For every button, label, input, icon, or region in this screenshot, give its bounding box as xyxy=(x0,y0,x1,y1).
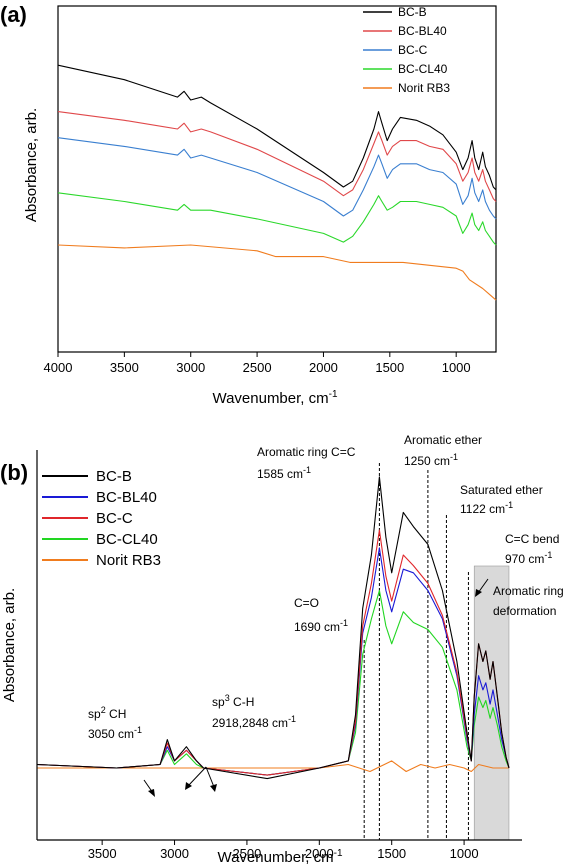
y-axis-title-b: Absorbance, arb. xyxy=(1,588,18,702)
annot-saturated-ether: Saturated ether xyxy=(460,483,543,497)
panel-b: (b) 3500 3000 2500 2000 1500 1000 Wavenumber,… xyxy=(0,433,564,866)
legend-b-label-bc-cl40: BC-CL40 xyxy=(96,531,158,548)
annot-ring-def-2: deformation xyxy=(493,604,556,618)
annot-cc-bend: C=C bend xyxy=(505,532,559,546)
legend-a: BC-B BC-BL40 BC-C BC-CL40 Norit RB3 xyxy=(363,5,450,95)
series-b-bc-b xyxy=(36,476,510,780)
legend-b-label-bc-bl40: BC-BL40 xyxy=(96,489,157,506)
legend-b-label-bc-b: BC-B xyxy=(96,468,132,485)
annot-ring-cc: Aromatic ring C=C xyxy=(257,445,356,459)
x-tick-label-b-3000: 3000 xyxy=(160,846,189,861)
arrow-sp3-2-head xyxy=(210,784,217,792)
x-axis-title-a: Wavenumber, cm-1 xyxy=(212,389,337,407)
x-tick-label-a-2000: 2000 xyxy=(309,360,338,375)
panel-b-label: (b) xyxy=(0,460,28,485)
series-b-norit-rb3 xyxy=(37,760,509,773)
x-tick-label-a-1000: 1000 xyxy=(442,360,471,375)
series-b-bc-cl40 xyxy=(36,589,510,776)
x-tick-label-a-3500: 3500 xyxy=(110,360,139,375)
legend-a-label-norit-rb3: Norit RB3 xyxy=(398,81,450,95)
y-axis-title-a: Absorbance, arb. xyxy=(23,108,40,222)
arrow-sp3-2 xyxy=(205,766,215,788)
x-tick-label-a-1500: 1500 xyxy=(375,360,404,375)
x-axis-title-b: Wavenumber, cm-1 xyxy=(217,848,342,866)
plot-frame-a xyxy=(57,5,497,353)
series-b-bc-bl40 xyxy=(36,547,510,776)
x-tick-label-a-3000: 3000 xyxy=(176,360,205,375)
legend-b-label-norit-rb3: Norit RB3 xyxy=(96,552,161,569)
arrow-ring-def-head xyxy=(475,589,482,597)
x-tick-label-b-2500: 2500 xyxy=(232,846,261,861)
annot-cc-bend-wn: 970 cm-1 xyxy=(505,550,552,566)
x-tick-label-b-1000: 1000 xyxy=(450,846,479,861)
series-group-a xyxy=(57,64,497,301)
series-a-bc-b xyxy=(57,64,497,191)
legend-b: BC-B BC-BL40 BC-C BC-CL40 Norit RB3 xyxy=(42,468,161,569)
series-a-bc-c xyxy=(57,137,497,220)
panel-a-label: (a) xyxy=(0,2,27,27)
shaded-region xyxy=(473,565,510,841)
legend-b-label-bc-c: BC-C xyxy=(96,510,133,527)
series-group-b xyxy=(36,476,510,780)
arrow-sp3-1 xyxy=(187,766,207,787)
series-a-bc-cl40 xyxy=(57,192,497,246)
x-ticks-a: 4000 3500 3000 2500 2000 1500 1000 xyxy=(44,352,471,375)
x-tick-label-a-2500: 2500 xyxy=(243,360,272,375)
annot-ring-def-1: Aromatic ring xyxy=(493,584,564,598)
annot-aromatic-ether: Aromatic ether xyxy=(404,433,482,447)
annot-sp3: sp3 C-H xyxy=(212,693,254,709)
annot-sp3-wn: 2918,2848 cm-1 xyxy=(212,714,296,730)
arrow-ring-def xyxy=(477,578,489,594)
legend-a-label-bc-c: BC-C xyxy=(398,43,428,57)
series-a-norit-rb3 xyxy=(57,244,497,301)
x-tick-label-b-3500: 3500 xyxy=(88,846,117,861)
legend-a-label-bc-bl40: BC-BL40 xyxy=(398,24,447,38)
legend-a-label-bc-cl40: BC-CL40 xyxy=(398,62,448,76)
x-tick-label-a-4000: 4000 xyxy=(44,360,73,375)
annot-sp2: sp2 CH xyxy=(88,705,126,721)
annot-saturated-ether-wn: 1122 cm-1 xyxy=(460,500,513,516)
peak-markers xyxy=(363,463,469,840)
annot-sp2-wn: 3050 cm-1 xyxy=(88,725,142,741)
annot-ring-cc-wn: 1585 cm-1 xyxy=(257,465,311,481)
annotations: sp2 CH 3050 cm-1 sp3 C-H 2918,2848 cm-1 … xyxy=(88,433,564,797)
series-a-bc-bl40 xyxy=(57,111,497,202)
panel-a: (a) 4000 3500 3000 2500 2000 1500 1000 Wavenum… xyxy=(0,2,497,407)
annot-co: C=O xyxy=(294,596,319,610)
legend-a-label-bc-b: BC-B xyxy=(398,5,427,19)
x-tick-label-b-2000: 2000 xyxy=(305,846,334,861)
arrow-sp2-head xyxy=(148,789,155,797)
arrow-sp3-1-head xyxy=(185,782,192,790)
annot-aromatic-ether-wn: 1250 cm-1 xyxy=(404,452,458,468)
x-ticks-b: 3500 3000 2500 2000 1500 1000 xyxy=(88,840,479,861)
annot-co-wn: 1690 cm-1 xyxy=(294,618,348,634)
x-tick-label-b-1500: 1500 xyxy=(377,846,406,861)
